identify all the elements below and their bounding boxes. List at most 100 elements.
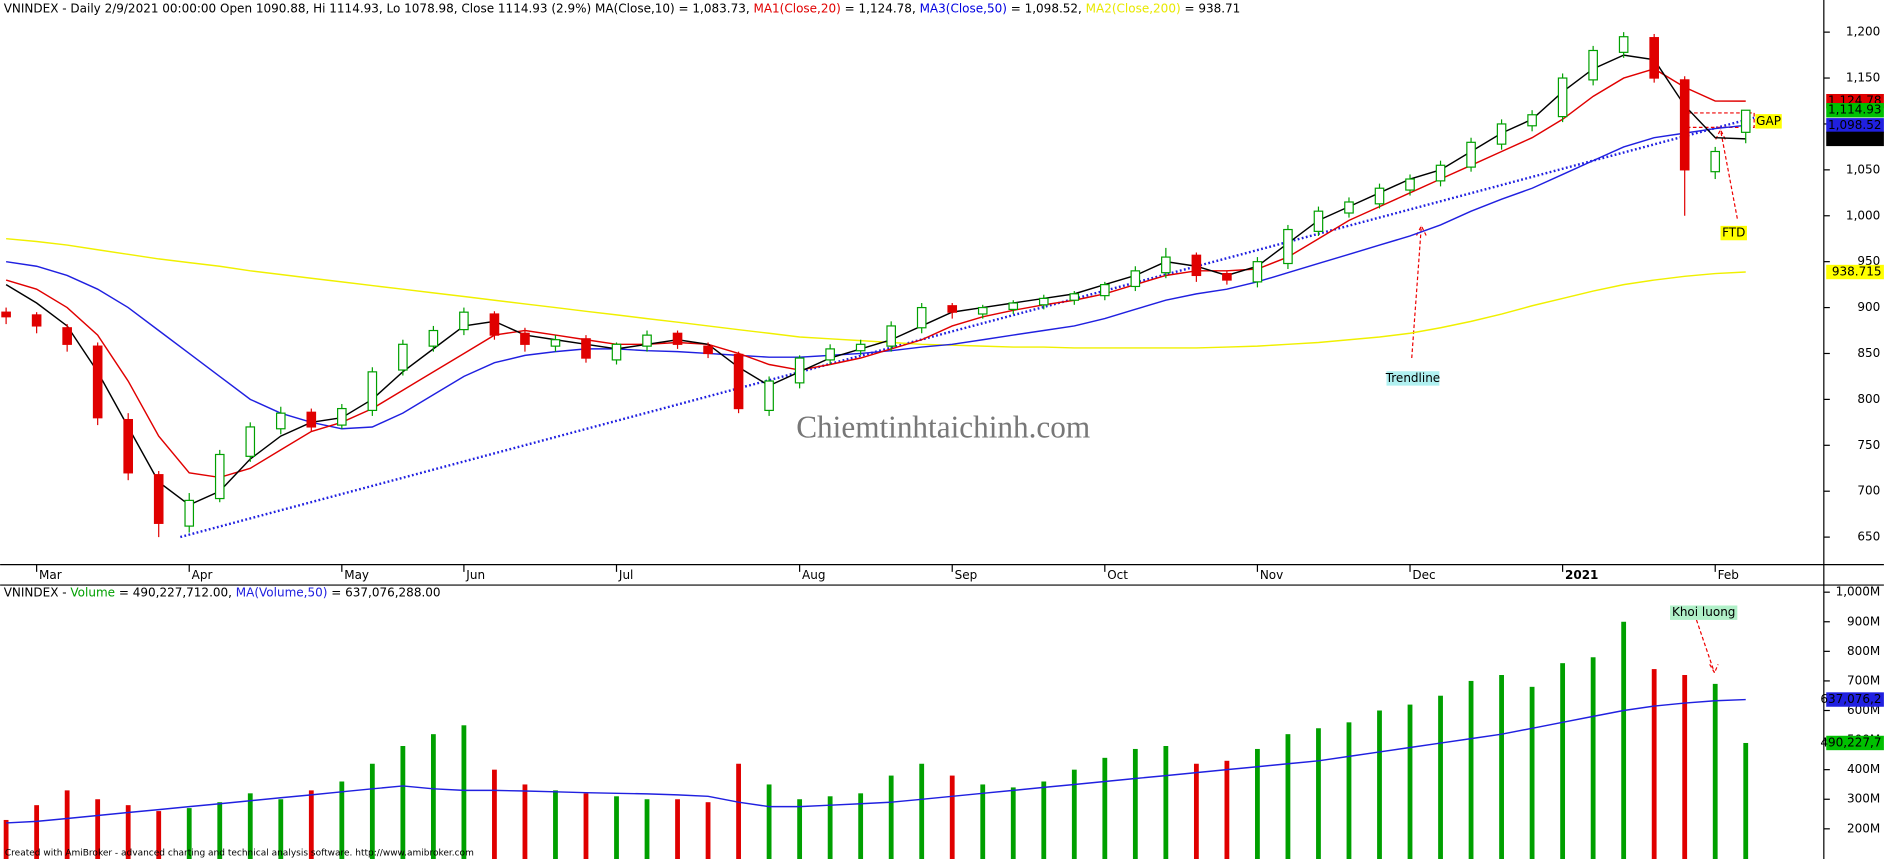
annotation: Trendline [1385, 371, 1441, 385]
volume-bar [553, 790, 558, 859]
x-tick-label: 2021 [1565, 568, 1598, 582]
volume-bar [1743, 742, 1749, 859]
annotation: GAP [1756, 114, 1781, 128]
x-tick-label: Feb [1718, 568, 1739, 582]
volume-bar [614, 796, 619, 859]
value-flag [1826, 735, 1884, 751]
candle-body [1, 311, 11, 318]
candle-body [489, 313, 500, 336]
candle-body [1100, 284, 1110, 297]
x-tick-label: Mar [39, 568, 62, 582]
volume-ma-line [6, 698, 1746, 824]
volume-bar [1010, 787, 1016, 859]
value-flag-label: 1,083.73 [1828, 131, 1881, 145]
y-tick-label: 1,150 [1846, 71, 1880, 85]
candle-body [1038, 297, 1049, 306]
volume-bar [919, 763, 925, 859]
value-flag-label: 1,098.52 [1828, 118, 1881, 132]
header-part: = 490,227,712.00, [115, 585, 236, 599]
candle-body [1344, 201, 1354, 214]
value-flag [1826, 264, 1884, 280]
volume-bar [1407, 704, 1413, 859]
candle-body [1008, 302, 1019, 311]
volume-bar [1621, 621, 1627, 859]
header-part: MA2(Close,200) [1086, 1, 1181, 15]
volume-bar [1651, 669, 1657, 859]
candle-body [1710, 150, 1721, 173]
candle-body [1069, 293, 1080, 301]
volume-bar [522, 784, 528, 859]
candle-body [1405, 178, 1415, 191]
volume-bar [278, 799, 284, 859]
candle-body [1435, 164, 1446, 182]
header-part: Volume [70, 585, 115, 599]
ma-line [5, 68, 1746, 479]
header-part: MA3(Close,50) [920, 1, 1007, 15]
candle-body [855, 343, 866, 352]
volume-bar [1529, 686, 1535, 859]
annotation-box [1386, 371, 1440, 386]
arrow [1715, 128, 1738, 219]
candle-body [1191, 254, 1202, 277]
watermark: Chiemtinhtaichinh.com [796, 409, 1090, 444]
x-tick-label: Jul [618, 568, 633, 582]
value-flag [1826, 118, 1884, 133]
volume-bar [827, 796, 833, 859]
x-tick-label: Oct [1107, 568, 1128, 582]
header-part: MA1(Close,20) [753, 1, 840, 15]
volume-bar [1590, 657, 1596, 859]
annotation-box [1755, 114, 1782, 129]
volume-bar [705, 802, 711, 859]
y-tick-label: 850 [1857, 346, 1880, 360]
volume-bar [1560, 663, 1566, 859]
candle-body [275, 412, 286, 430]
volume-bar [736, 763, 741, 859]
volume-bar [1224, 760, 1230, 859]
ma-line [5, 54, 1746, 506]
candle-body [92, 345, 103, 419]
volume-bar [949, 775, 955, 859]
volume-bar [980, 784, 986, 859]
volume-bar [1499, 675, 1504, 859]
candle-body [1588, 49, 1598, 81]
value-flag [1826, 131, 1884, 147]
volume-bar [1682, 675, 1688, 859]
volume-bar [186, 808, 192, 859]
candle-body [886, 325, 896, 347]
header-part: = 938.71 [1181, 1, 1241, 15]
candle-body [520, 332, 530, 345]
candle-body [825, 348, 835, 361]
volume-bar [1712, 683, 1718, 859]
volume-bar [400, 746, 406, 859]
candle-body [1557, 77, 1568, 118]
volume-bar [1285, 734, 1291, 859]
volume-bar [1316, 728, 1321, 859]
candle-body [1618, 36, 1629, 53]
volume-bar [1438, 695, 1443, 859]
volume-bar [64, 790, 70, 859]
header: VNINDEX - Volume = 490,227,712.00, MA(Vo… [4, 585, 441, 599]
volume-bar [1255, 748, 1260, 859]
annotation: FTD [1722, 226, 1745, 240]
volume-bar [858, 793, 864, 859]
volume-bar [3, 819, 9, 859]
y-tick-label: 300M [1847, 792, 1880, 806]
annotation-box [1720, 225, 1747, 241]
header-part: VNINDEX - Daily 2/9/2021 00:00:00 Open 1… [4, 1, 595, 15]
value-flag [1826, 103, 1884, 118]
candle-body [1649, 37, 1659, 79]
volume-bar [95, 799, 101, 859]
candle-body [1374, 187, 1385, 205]
y-tick-label: 750 [1857, 438, 1880, 452]
y-tick-label: 800M [1847, 644, 1880, 658]
y-tick-label: 1,000M [1836, 585, 1881, 599]
volume-bar [675, 799, 680, 859]
y-tick-label: 900M [1847, 614, 1880, 628]
volume-bar [1346, 722, 1352, 859]
y-tick-label: 900 [1857, 300, 1880, 314]
y-tick-label: 700M [1847, 673, 1880, 687]
volume-bar [1132, 748, 1138, 859]
candle-body [764, 380, 774, 412]
